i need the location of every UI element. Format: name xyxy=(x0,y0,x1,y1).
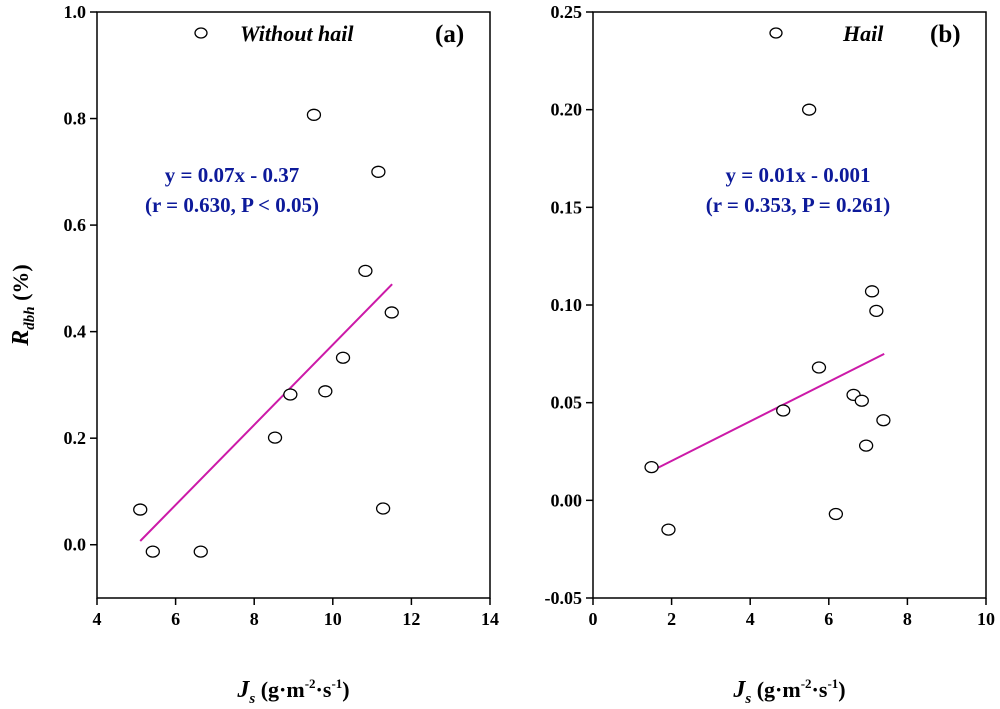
data-point xyxy=(145,545,160,558)
data-point xyxy=(858,439,874,452)
data-point xyxy=(371,165,386,178)
data-point xyxy=(661,523,676,536)
data-point xyxy=(864,285,880,298)
x-axis-title-main: J xyxy=(732,677,746,703)
x-axis-title-unit_b: ·s xyxy=(316,677,332,702)
x-tick-label: 12 xyxy=(402,609,420,629)
y-tick-label: 0.4 xyxy=(64,322,87,342)
data-point xyxy=(283,388,298,401)
x-tick-label: 4 xyxy=(93,609,102,629)
regression-stats: (r = 0.353, P = 0.261) xyxy=(706,193,891,217)
data-point xyxy=(384,306,399,319)
x-axis-title-sup1: -2 xyxy=(801,676,812,691)
data-point xyxy=(811,361,827,374)
data-point xyxy=(306,108,322,121)
x-axis-title-sub: s xyxy=(248,691,255,707)
x-axis-title-unit_b: ·s xyxy=(812,677,828,702)
x-axis-title-sup2: -1 xyxy=(331,676,342,691)
y-tick-label: 0.2 xyxy=(64,428,87,448)
data-point xyxy=(876,414,891,427)
data-point xyxy=(318,385,333,398)
x-tick-label: 8 xyxy=(250,609,259,629)
data-point xyxy=(193,545,208,558)
plot-frame xyxy=(592,11,987,599)
legend-marker xyxy=(769,27,783,39)
legend-marker xyxy=(194,27,208,39)
x-tick-label: 14 xyxy=(481,609,499,629)
data-point xyxy=(267,431,283,444)
legend-label: Without hail xyxy=(240,21,354,46)
x-axis-title-unit_a: (g·m xyxy=(255,677,305,702)
regression-equation: y = 0.01x - 0.001 xyxy=(726,163,871,187)
data-point xyxy=(869,304,884,318)
x-axis-title-sup1: -2 xyxy=(305,676,316,691)
x-axis-title-main: J xyxy=(236,677,250,703)
x-axis-title: Js (g·m-2·s-1) xyxy=(732,676,845,707)
regression-stats: (r = 0.630, P < 0.05) xyxy=(145,193,319,217)
y-tick-label: 0.00 xyxy=(551,490,583,510)
data-point xyxy=(375,502,391,515)
y-tick-label: 0.20 xyxy=(551,100,583,120)
plot-frame xyxy=(96,11,491,599)
y-tick-label: 1.0 xyxy=(64,2,87,22)
panel-b: 0 2 4 6 8 10 -0.05 0.00 0.05 0.10 0.15 0.20 0.25 Hail… xyxy=(545,2,996,707)
x-tick-label: 2 xyxy=(667,609,676,629)
y-axis-title-unit: (%) xyxy=(8,264,33,306)
y-tick-label: 0.8 xyxy=(64,109,87,129)
x-tick-label: 10 xyxy=(324,609,342,629)
x-tick-label: 6 xyxy=(171,609,180,629)
y-axis-title-sub: dbh xyxy=(22,306,38,329)
data-point xyxy=(776,404,791,417)
x-axis-title-sup2: -1 xyxy=(827,676,838,691)
x-tick-label: 8 xyxy=(903,609,912,629)
regression-line xyxy=(139,283,393,542)
data-point xyxy=(828,507,844,521)
x-axis-title-unit_a: (g·m xyxy=(751,677,801,702)
x-tick-label: 4 xyxy=(746,609,755,629)
data-point xyxy=(802,103,817,116)
data-point xyxy=(854,394,869,407)
y-tick-label: 0.05 xyxy=(551,393,583,413)
y-tick-label: 0.10 xyxy=(551,295,583,315)
regression-line xyxy=(651,352,885,472)
y-tick-label: 0.6 xyxy=(64,215,87,235)
y-tick-label: 0.15 xyxy=(551,197,583,217)
x-axis-title-unit_c: ) xyxy=(342,677,349,702)
regression-equation: y = 0.07x - 0.37 xyxy=(165,163,299,187)
y-tick-label: 0.25 xyxy=(551,2,583,22)
y-tick-label: -0.05 xyxy=(545,588,583,608)
x-axis-title-unit_c: ) xyxy=(838,677,845,702)
data-point xyxy=(644,460,659,474)
panel-a: 4 6 8 10 12 14 0.0 0.2 0.4 0.6 0.8 1.0 Without hail (… xyxy=(8,2,499,707)
y-tick-label: 0.0 xyxy=(64,535,87,555)
x-axis-title: Js (g·m-2·s-1) xyxy=(236,676,349,707)
data-point xyxy=(133,503,148,516)
legend-label: Hail xyxy=(842,21,884,46)
panel-label: (b) xyxy=(930,21,961,48)
data-point xyxy=(335,351,351,364)
data-point xyxy=(358,264,373,278)
x-tick-label: 0 xyxy=(589,609,598,629)
x-tick-label: 6 xyxy=(824,609,833,629)
x-tick-label: 10 xyxy=(977,609,995,629)
x-axis-title-sub: s xyxy=(744,691,751,707)
panel-label: (a) xyxy=(435,21,464,48)
y-axis-title: Rdbh (%) xyxy=(8,264,38,347)
y-axis-title-main: R xyxy=(8,330,34,347)
